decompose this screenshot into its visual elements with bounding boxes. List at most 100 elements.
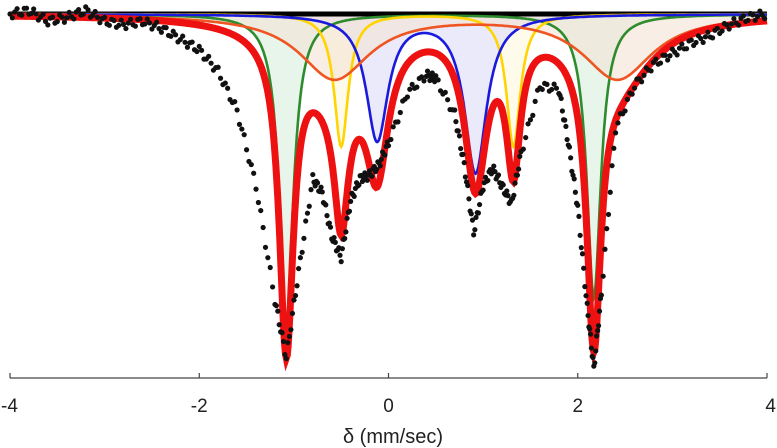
data-point bbox=[511, 192, 517, 198]
data-point bbox=[348, 198, 354, 204]
data-point bbox=[615, 120, 621, 126]
data-point bbox=[407, 86, 413, 92]
data-point bbox=[118, 17, 124, 23]
data-point bbox=[595, 328, 601, 334]
data-point bbox=[553, 85, 560, 91]
data-point bbox=[517, 153, 523, 159]
data-point bbox=[419, 74, 425, 80]
x-tick-label: 4 bbox=[765, 396, 776, 417]
data-point bbox=[377, 163, 383, 169]
data-point bbox=[505, 192, 511, 199]
data-point bbox=[593, 348, 599, 354]
data-point bbox=[525, 121, 531, 127]
data-point bbox=[588, 345, 594, 351]
data-point bbox=[624, 96, 631, 102]
data-point bbox=[292, 292, 299, 299]
data-point bbox=[184, 44, 191, 50]
data-point bbox=[578, 245, 584, 251]
data-point bbox=[613, 130, 619, 136]
data-point bbox=[163, 25, 169, 31]
data-point bbox=[296, 265, 302, 272]
data-point bbox=[731, 16, 737, 22]
data-point bbox=[429, 70, 435, 76]
data-point bbox=[683, 46, 690, 52]
data-point bbox=[102, 14, 108, 20]
data-point bbox=[662, 52, 668, 58]
data-point bbox=[544, 81, 550, 87]
data-point bbox=[142, 21, 148, 27]
data-point bbox=[154, 19, 160, 25]
data-point bbox=[385, 143, 392, 149]
data-point bbox=[719, 28, 725, 34]
data-point bbox=[306, 203, 312, 209]
data-point bbox=[172, 32, 179, 38]
data-point bbox=[9, 15, 15, 21]
data-point bbox=[754, 13, 761, 20]
x-tick-label: 2 bbox=[572, 396, 583, 417]
data-point bbox=[251, 170, 257, 176]
x-tick-label: -2 bbox=[191, 396, 208, 417]
data-point bbox=[234, 107, 240, 113]
data-point bbox=[267, 264, 273, 271]
data-point bbox=[337, 252, 343, 258]
data-point bbox=[33, 11, 39, 17]
data-point bbox=[66, 9, 72, 16]
data-point bbox=[596, 308, 603, 314]
data-point bbox=[520, 146, 526, 152]
data-point bbox=[90, 12, 96, 18]
data-point bbox=[196, 43, 202, 50]
data-point bbox=[455, 128, 461, 134]
data-point bbox=[724, 22, 730, 28]
data-point bbox=[92, 8, 98, 15]
data-point bbox=[194, 48, 200, 55]
data-point bbox=[667, 53, 673, 59]
data-point bbox=[120, 21, 127, 27]
data-point bbox=[364, 177, 370, 183]
data-point bbox=[332, 239, 338, 245]
data-point bbox=[71, 16, 77, 22]
data-point bbox=[605, 211, 612, 218]
data-point bbox=[582, 284, 588, 290]
data-point bbox=[600, 273, 606, 279]
data-point bbox=[291, 297, 297, 303]
data-point bbox=[217, 75, 224, 81]
component-fill bbox=[10, 14, 767, 174]
data-point bbox=[356, 182, 362, 188]
data-point bbox=[752, 17, 758, 23]
data-point bbox=[740, 13, 746, 19]
data-point bbox=[286, 333, 292, 340]
data-point bbox=[705, 29, 711, 35]
data-point bbox=[559, 108, 565, 114]
data-point bbox=[59, 14, 65, 20]
data-point bbox=[584, 300, 590, 306]
data-point bbox=[64, 15, 70, 21]
data-point bbox=[324, 213, 330, 219]
data-point bbox=[239, 126, 245, 132]
data-point bbox=[572, 189, 578, 195]
data-point bbox=[54, 19, 60, 25]
data-point bbox=[445, 97, 451, 103]
data-point bbox=[452, 107, 458, 113]
data-point bbox=[693, 39, 699, 46]
data-point bbox=[512, 180, 518, 186]
data-point bbox=[76, 6, 82, 13]
data-point bbox=[279, 330, 285, 336]
data-point bbox=[598, 292, 605, 298]
data-point bbox=[639, 79, 645, 85]
data-point bbox=[106, 22, 112, 28]
data-point bbox=[344, 215, 350, 221]
x-tick-label: -4 bbox=[1, 396, 18, 417]
data-point bbox=[568, 155, 574, 161]
data-point bbox=[590, 354, 596, 361]
data-point bbox=[346, 208, 353, 214]
data-point bbox=[137, 16, 143, 22]
data-point bbox=[480, 187, 486, 193]
data-point bbox=[265, 255, 271, 261]
data-point bbox=[280, 338, 287, 345]
x-axis: -4 -2 0 2 4 bbox=[1, 373, 776, 417]
data-point bbox=[469, 217, 476, 223]
component-fill bbox=[10, 14, 767, 80]
data-point bbox=[304, 210, 311, 216]
data-point bbox=[461, 160, 467, 166]
data-point bbox=[374, 166, 380, 173]
